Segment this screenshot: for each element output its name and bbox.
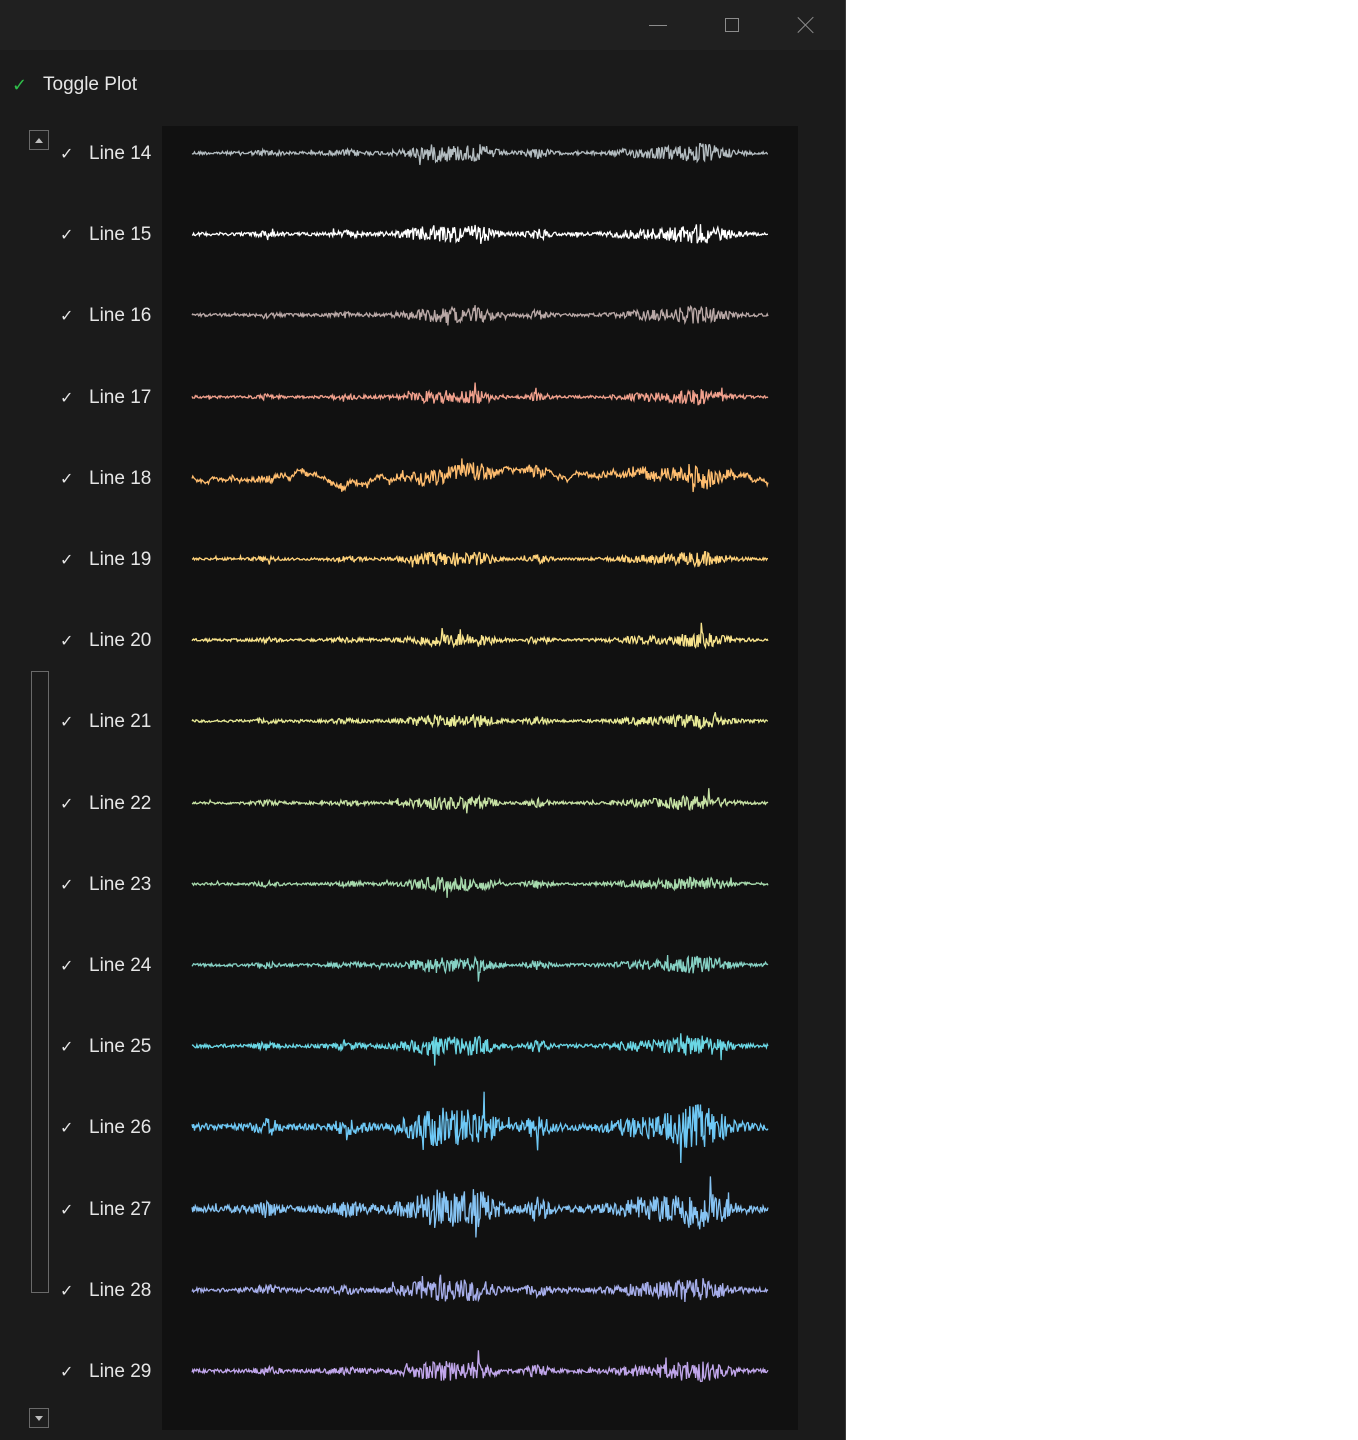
line-label: Line 16 bbox=[89, 305, 152, 327]
arrow-down-icon bbox=[35, 1415, 43, 1421]
line-label: Line 19 bbox=[89, 549, 152, 570]
lines-scroll-area[interactable]: ✓ Line 14 ✓ Line 15 ✓ Line 16 ✓ Line 17 ✓ Line 18… bbox=[0, 126, 845, 1440]
waveform-series bbox=[191, 712, 769, 731]
line-checkbox[interactable]: ✓ bbox=[60, 1037, 74, 1057]
scrollbar-thumb[interactable] bbox=[31, 671, 49, 1293]
line-row: ✓ Line 19 bbox=[0, 526, 845, 606]
waveform-series bbox=[191, 224, 769, 245]
line-checkbox[interactable]: ✓ bbox=[60, 468, 74, 488]
minimize-button[interactable] bbox=[626, 0, 690, 50]
line-checkbox[interactable]: ✓ bbox=[60, 631, 74, 651]
line-label: Line 17 bbox=[89, 386, 152, 408]
line-waveform bbox=[191, 1033, 769, 1066]
waveform-series bbox=[191, 1092, 769, 1164]
line-waveform bbox=[191, 712, 769, 731]
line-checkbox[interactable]: ✓ bbox=[60, 1199, 74, 1219]
line-row: ✓ Line 15 bbox=[0, 201, 845, 281]
line-row: ✓ Line 20 bbox=[0, 607, 845, 687]
line-checkbox[interactable]: ✓ bbox=[60, 712, 74, 732]
line-row: ✓ Line 16 bbox=[0, 282, 845, 362]
line-waveform bbox=[191, 875, 769, 898]
line-row: ✓ Line 21 bbox=[0, 688, 845, 768]
waveform-series bbox=[191, 1033, 769, 1066]
line-row: ✓ Line 14 bbox=[0, 120, 845, 200]
line-label: Line 18 bbox=[89, 467, 152, 489]
line-row: ✓ Line 17 bbox=[0, 364, 845, 444]
line-label: Line 20 bbox=[89, 630, 152, 652]
line-label: Line 21 bbox=[89, 711, 152, 733]
waveform-series bbox=[191, 142, 768, 166]
line-checkbox[interactable]: ✓ bbox=[60, 1118, 74, 1138]
line-waveform bbox=[191, 1175, 769, 1238]
arrow-up-icon bbox=[35, 137, 43, 143]
scroll-down-button[interactable] bbox=[29, 1408, 49, 1428]
line-waveform bbox=[191, 550, 769, 568]
line-label: Line 15 bbox=[89, 224, 152, 246]
close-button[interactable] bbox=[774, 0, 838, 50]
waveform-series bbox=[191, 550, 769, 568]
line-waveform bbox=[191, 954, 769, 982]
line-checkbox[interactable]: ✓ bbox=[60, 144, 74, 163]
line-label: Line 25 bbox=[89, 1036, 152, 1058]
waveform-series bbox=[191, 382, 769, 405]
line-checkbox[interactable]: ✓ bbox=[60, 306, 74, 326]
line-waveform bbox=[191, 1092, 769, 1164]
line-checkbox[interactable]: ✓ bbox=[60, 1362, 74, 1381]
waveform-series bbox=[191, 622, 769, 650]
line-waveform bbox=[191, 787, 769, 813]
line-row: ✓ Line 26 bbox=[0, 1092, 845, 1174]
line-label: Line 28 bbox=[89, 1279, 152, 1301]
line-waveform bbox=[191, 142, 768, 166]
title-bar bbox=[0, 0, 845, 50]
waveform-series bbox=[191, 1350, 769, 1383]
line-row: ✓ Line 22 bbox=[0, 770, 845, 850]
line-waveform bbox=[191, 622, 769, 650]
line-waveform bbox=[191, 1350, 769, 1383]
waveform-series bbox=[191, 458, 769, 492]
line-checkbox[interactable]: ✓ bbox=[60, 1280, 74, 1300]
waveform-series bbox=[191, 1175, 769, 1238]
line-label: Line 27 bbox=[89, 1198, 152, 1220]
line-label: Line 14 bbox=[89, 143, 152, 164]
line-checkbox[interactable]: ✓ bbox=[60, 874, 74, 894]
line-checkbox[interactable]: ✓ bbox=[60, 550, 74, 569]
line-label: Line 26 bbox=[89, 1117, 152, 1139]
minimize-icon bbox=[649, 24, 667, 26]
maximize-icon bbox=[725, 18, 739, 32]
maximize-button[interactable] bbox=[700, 0, 764, 50]
line-row: ✓ Line 28 bbox=[0, 1257, 845, 1337]
line-waveform bbox=[191, 305, 769, 326]
line-waveform bbox=[191, 1274, 769, 1303]
line-row: ✓ Line 18 bbox=[0, 445, 845, 525]
close-icon bbox=[796, 15, 816, 35]
line-row: ✓ Line 24 bbox=[0, 932, 845, 1012]
toggle-plot-checkbox[interactable]: ✓ Toggle Plot bbox=[12, 70, 137, 100]
line-waveform bbox=[191, 224, 769, 245]
waveform-series bbox=[191, 954, 769, 982]
line-checkbox[interactable]: ✓ bbox=[60, 225, 74, 245]
toggle-plot-label: Toggle Plot bbox=[43, 74, 138, 95]
line-checkbox[interactable]: ✓ bbox=[60, 793, 74, 813]
line-label: Line 24 bbox=[89, 955, 152, 976]
waveform-series bbox=[191, 875, 769, 898]
waveform-series bbox=[191, 1274, 769, 1303]
line-label: Line 29 bbox=[89, 1361, 152, 1382]
line-label: Line 22 bbox=[89, 792, 152, 814]
line-row: ✓ Line 27 bbox=[0, 1175, 845, 1256]
line-row: ✓ Line 23 bbox=[0, 851, 845, 931]
line-row: ✓ Line 25 bbox=[0, 1013, 845, 1093]
line-row: ✓ Line 29 bbox=[0, 1338, 845, 1418]
line-waveform bbox=[191, 458, 769, 492]
line-checkbox[interactable]: ✓ bbox=[60, 387, 74, 407]
scroll-up-button[interactable] bbox=[29, 130, 49, 150]
line-checkbox[interactable]: ✓ bbox=[60, 956, 74, 975]
waveform-series bbox=[191, 305, 769, 326]
checkmark-icon: ✓ bbox=[12, 74, 28, 96]
app-window: ✓ Toggle Plot ✓ Line 14 ✓ Line 15 ✓ Line 16 ✓ L… bbox=[0, 0, 846, 1440]
line-waveform bbox=[191, 382, 769, 405]
line-label: Line 23 bbox=[89, 873, 152, 895]
waveform-series bbox=[191, 787, 769, 813]
